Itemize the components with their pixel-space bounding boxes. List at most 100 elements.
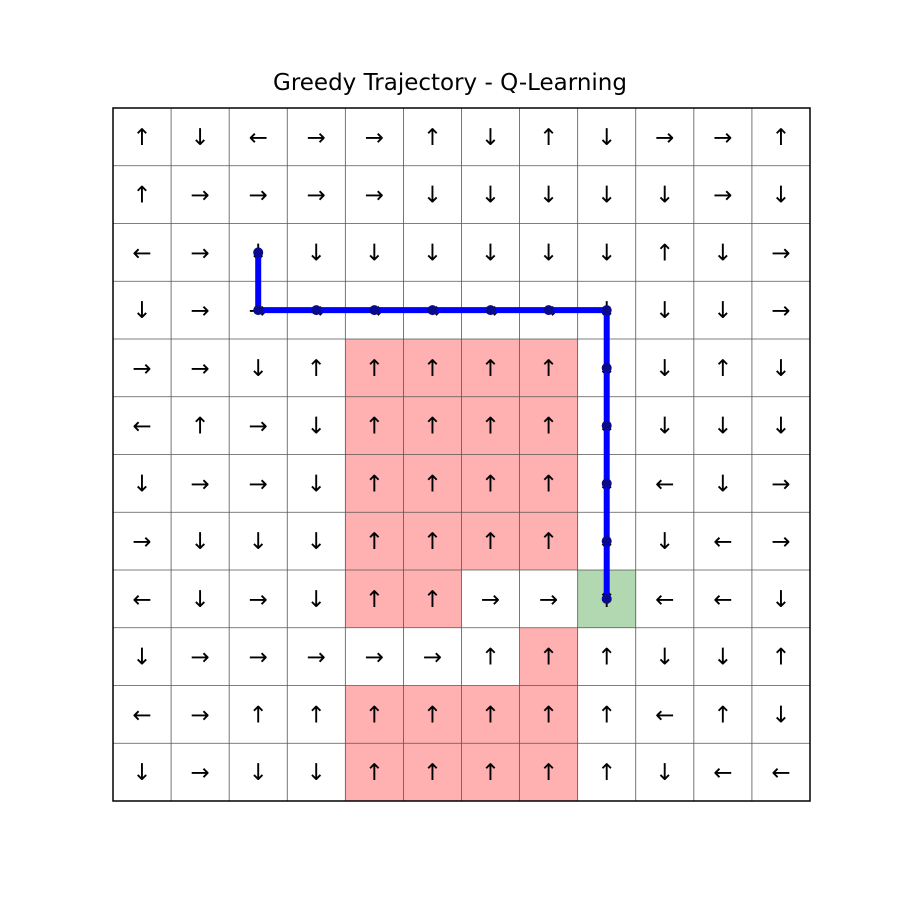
grid-cell bbox=[171, 108, 230, 166]
trajectory-point bbox=[311, 305, 322, 316]
cliff-cell bbox=[403, 685, 462, 744]
cliff-cell bbox=[461, 743, 520, 801]
grid-cell bbox=[461, 108, 520, 166]
policy-arrow: ↓ bbox=[307, 240, 326, 266]
grid-cell bbox=[345, 165, 404, 224]
cliff-cell bbox=[403, 570, 462, 628]
grid-cell bbox=[113, 339, 172, 397]
policy-arrow: ↓ bbox=[249, 529, 268, 555]
policy-arrow: → bbox=[190, 702, 209, 728]
policy-arrow: ← bbox=[713, 587, 732, 613]
cliff-cell bbox=[345, 339, 404, 397]
policy-arrow: → bbox=[771, 471, 790, 497]
cliff-cell bbox=[519, 396, 578, 455]
policy-arrow: ↑ bbox=[423, 760, 442, 786]
policy-arrow: ↑ bbox=[655, 240, 674, 266]
grid-cell bbox=[403, 165, 462, 224]
grid-cell bbox=[751, 454, 810, 513]
cell-layer bbox=[113, 108, 810, 801]
grid-cell bbox=[171, 627, 230, 686]
grid-cell bbox=[577, 165, 636, 224]
policy-arrow: ↓ bbox=[771, 587, 790, 613]
cliff-cell bbox=[403, 339, 462, 397]
policy-arrow: → bbox=[307, 645, 326, 671]
policy-arrow: ↓ bbox=[713, 240, 732, 266]
grid-cell bbox=[751, 512, 810, 570]
grid-frame bbox=[112, 107, 811, 802]
grid-cell bbox=[113, 108, 172, 166]
grid-cell bbox=[287, 396, 346, 455]
grid-cell bbox=[635, 108, 694, 166]
trajectory-point bbox=[601, 362, 612, 373]
policy-arrow: ↓ bbox=[771, 702, 790, 728]
policy-arrow: → bbox=[132, 529, 151, 555]
policy-arrow: ← bbox=[713, 760, 732, 786]
grid-cell bbox=[519, 223, 578, 282]
cliff-cell bbox=[519, 685, 578, 744]
grid-cell bbox=[287, 339, 346, 397]
grid-cell bbox=[635, 743, 694, 801]
grid-cell bbox=[229, 512, 288, 570]
policy-arrow: ← bbox=[132, 240, 151, 266]
grid-cell bbox=[751, 108, 810, 166]
policy-arrow: ← bbox=[771, 760, 790, 786]
policy-arrow: → bbox=[190, 298, 209, 324]
policy-arrow: → bbox=[307, 183, 326, 209]
grid-cell bbox=[751, 165, 810, 224]
policy-arrow: ↓ bbox=[190, 125, 209, 151]
policy-arrow: ← bbox=[249, 125, 268, 151]
trajectory-point bbox=[601, 536, 612, 547]
grid-cell bbox=[693, 512, 752, 570]
grid-cell bbox=[693, 454, 752, 513]
policy-arrow: ↑ bbox=[481, 645, 500, 671]
trajectory-point bbox=[253, 305, 264, 316]
grid-cell bbox=[635, 685, 694, 744]
policy-arrow: → bbox=[481, 587, 500, 613]
policy-arrow: → bbox=[771, 240, 790, 266]
grid-cell bbox=[171, 512, 230, 570]
policy-arrow: → bbox=[771, 298, 790, 324]
policy-arrow: ↑ bbox=[771, 645, 790, 671]
grid-cell bbox=[229, 165, 288, 224]
cliff-cell bbox=[345, 685, 404, 744]
grid-cell bbox=[577, 108, 636, 166]
grid-cell bbox=[693, 685, 752, 744]
policy-arrow: ↓ bbox=[132, 760, 151, 786]
policy-arrow: ↓ bbox=[655, 356, 674, 382]
cliff-cell bbox=[461, 685, 520, 744]
trajectory-point bbox=[485, 305, 496, 316]
grid-cell bbox=[229, 454, 288, 513]
policy-arrow: ↓ bbox=[132, 298, 151, 324]
cliff-cell bbox=[519, 512, 578, 570]
grid-cell bbox=[693, 281, 752, 339]
grid-cell bbox=[635, 165, 694, 224]
trajectory-point bbox=[253, 247, 264, 258]
policy-arrow: → bbox=[249, 183, 268, 209]
grid-cell bbox=[345, 223, 404, 282]
policy-arrow: → bbox=[190, 760, 209, 786]
trajectory-point bbox=[601, 593, 612, 604]
grid-cell bbox=[113, 743, 172, 801]
policy-arrow: ↓ bbox=[190, 529, 209, 555]
cliff-cell bbox=[519, 627, 578, 686]
policy-arrow: → bbox=[365, 125, 384, 151]
cliff-cell bbox=[345, 454, 404, 513]
cliff-cell bbox=[519, 743, 578, 801]
grid-cell bbox=[751, 339, 810, 397]
grid-cell bbox=[113, 454, 172, 513]
grid-cell bbox=[751, 570, 810, 628]
policy-arrow: ↑ bbox=[423, 471, 442, 497]
grid-cell bbox=[635, 570, 694, 628]
grid-cell bbox=[693, 570, 752, 628]
cliff-cell bbox=[461, 396, 520, 455]
grid-cell bbox=[171, 570, 230, 628]
policy-arrow: ↓ bbox=[597, 240, 616, 266]
policy-arrows: ↑ ↓ ← → → ↑ ↓ ↑ ↓ → → ↑ ↑ → → → → ↓ ↓ ↓ ↓ ↓ → ↓ ← → ↓ ↓ ↓ ↓ ↓ ↓ ↓ ↑ ↓ → ↓ → → →… bbox=[132, 125, 790, 786]
grid-cell bbox=[287, 454, 346, 513]
cliff-cell bbox=[403, 512, 462, 570]
policy-arrow: ↓ bbox=[713, 471, 732, 497]
trajectory-point bbox=[543, 305, 554, 316]
policy-arrow: ↑ bbox=[481, 760, 500, 786]
policy-arrow: ↑ bbox=[423, 125, 442, 151]
